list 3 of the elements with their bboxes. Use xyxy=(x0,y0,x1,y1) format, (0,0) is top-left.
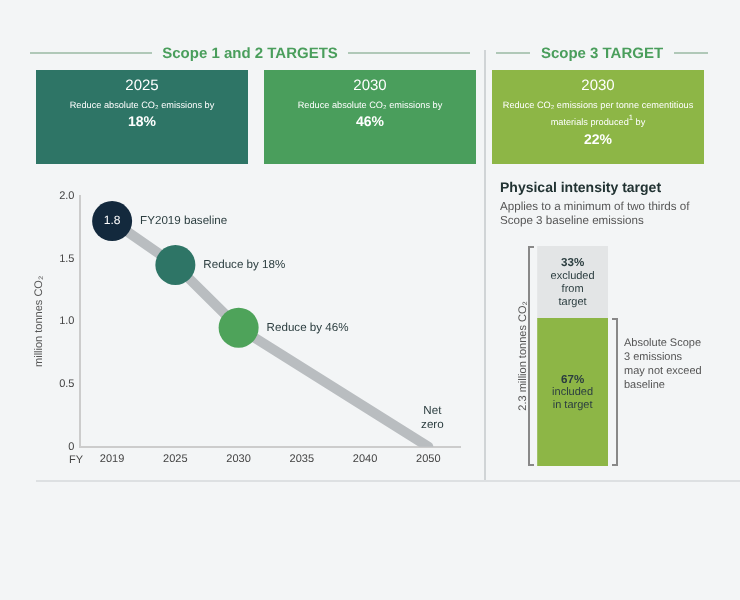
point xyxy=(155,244,196,285)
point xyxy=(92,201,133,242)
point xyxy=(218,307,259,348)
